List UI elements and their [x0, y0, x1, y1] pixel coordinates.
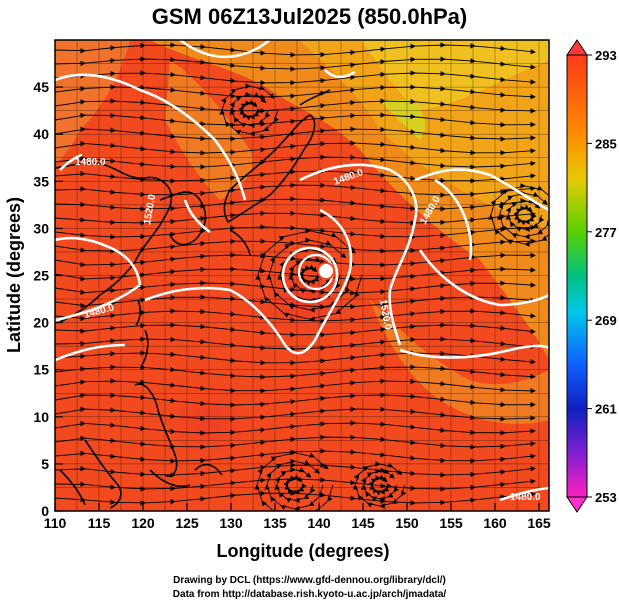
x-axis: 110 115 120 125 130 135 140 145 150 155 160 165: [44, 503, 551, 531]
colorbar-tick-label: 261: [595, 402, 617, 417]
colorbar: 293 285 277 269 261 253: [566, 39, 617, 513]
x-tick-label: 110: [44, 515, 67, 531]
y-tick-label: 30: [33, 220, 49, 236]
x-tick-label: 115: [88, 515, 111, 531]
credit-data: Data from http://database.rish.kyoto-u.a…: [172, 589, 447, 600]
colorbar-tick-label: 253: [595, 490, 617, 505]
y-tick-label: 20: [33, 315, 49, 331]
contour-label: 1520.0: [142, 193, 158, 225]
y-axis: 0 5 10 15 20 25 30 35 40 45: [33, 79, 63, 519]
y-tick-label: 15: [33, 362, 49, 378]
y-tick-label: 40: [33, 126, 49, 142]
x-tick-label: 135: [263, 515, 287, 531]
colorbar-tick-label: 269: [595, 313, 617, 328]
wind-streamlines: [55, 42, 549, 511]
map-title: GSM 06Z13Jul2025 (850.0hPa): [151, 4, 468, 29]
contour-label: 1480.0: [510, 492, 541, 503]
colorbar-tick-label: 293: [595, 48, 617, 63]
contour-label: 1520.0: [377, 299, 393, 331]
credit-drawing: Drawing by DCL (https://www.gfd-dennou.o…: [173, 575, 446, 586]
y-tick-label: 0: [41, 503, 49, 519]
y-tick-label: 35: [33, 173, 49, 189]
x-tick-label: 125: [175, 515, 199, 531]
x-axis-label: Longitude (degrees): [216, 541, 389, 561]
colorbar-tick-label: 277: [595, 225, 617, 240]
height-contours: [55, 40, 549, 502]
typhoon-center: [281, 246, 339, 304]
y-tick-label: 25: [33, 268, 49, 284]
x-tick-label: 155: [439, 515, 463, 531]
y-tick-label: 45: [33, 79, 49, 95]
x-tick-label: 150: [395, 515, 419, 531]
colorbar-tick-label: 285: [595, 136, 617, 151]
x-tick-label: 160: [483, 515, 507, 531]
x-tick-label: 145: [351, 515, 375, 531]
y-tick-label: 10: [33, 409, 49, 425]
x-tick-label: 140: [307, 515, 331, 531]
x-tick-label: 165: [527, 515, 551, 531]
x-tick-label: 130: [219, 515, 243, 531]
contour-label: 1480.0: [75, 157, 106, 168]
x-tick-label: 120: [131, 515, 155, 531]
y-tick-label: 5: [41, 456, 49, 472]
y-axis-label: Latitude (degrees): [4, 197, 24, 353]
